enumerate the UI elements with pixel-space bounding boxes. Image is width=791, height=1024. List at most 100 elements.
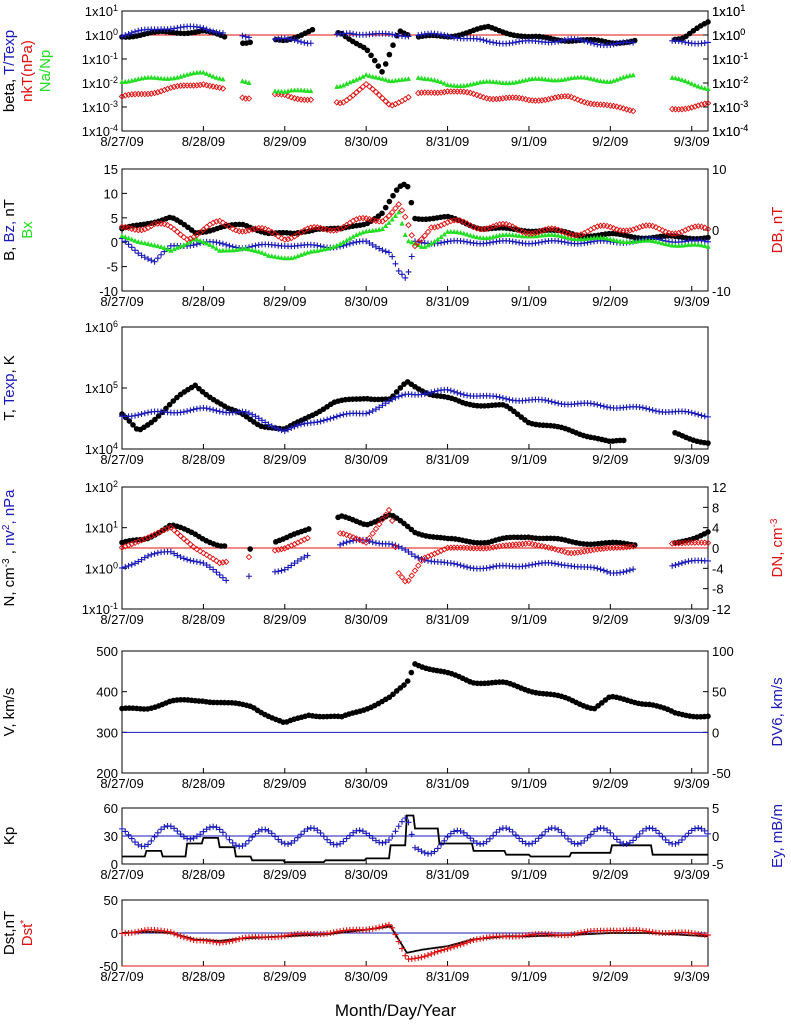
data-point <box>128 835 135 842</box>
data-point <box>132 839 139 846</box>
data-point <box>203 551 210 559</box>
data-point <box>512 39 519 46</box>
data-point <box>379 839 386 846</box>
data-point <box>434 948 441 955</box>
data-point <box>174 245 180 250</box>
data-point <box>688 827 695 834</box>
data-point <box>151 833 158 840</box>
data-point <box>398 207 406 214</box>
x-tick-label: 8/29/09 <box>263 294 306 309</box>
data-point <box>538 97 546 104</box>
data-point <box>171 246 177 252</box>
data-point <box>389 216 395 222</box>
data-point <box>343 241 350 248</box>
y-axis-label: N, cm-3 , nv2, nPa <box>1 489 19 607</box>
y-tick-label: 1x101 <box>85 3 118 19</box>
data-point <box>343 539 350 546</box>
data-point <box>428 950 435 957</box>
data-point <box>404 523 411 530</box>
data-point <box>294 37 301 44</box>
data-point <box>161 823 168 830</box>
data-point <box>327 415 334 422</box>
data-point <box>268 228 275 236</box>
data-point <box>396 209 402 215</box>
data-point <box>382 400 389 407</box>
data-point <box>633 834 640 841</box>
data-point <box>161 220 168 228</box>
y-axis-label: B, Bz, nT <box>1 199 18 261</box>
data-point <box>594 234 600 240</box>
data-point <box>421 953 428 960</box>
data-point <box>431 224 438 231</box>
data-point <box>558 37 565 44</box>
data-point <box>192 382 199 389</box>
data-point <box>675 229 682 237</box>
data-point <box>369 925 376 932</box>
data-point <box>369 407 376 414</box>
data-point <box>424 228 432 236</box>
data-point <box>603 222 611 230</box>
data-point <box>444 386 451 393</box>
data-point <box>376 924 383 931</box>
data-point <box>209 555 217 563</box>
data-point <box>597 234 604 240</box>
data-point <box>388 102 396 109</box>
data-point <box>294 557 301 564</box>
data-point <box>171 25 178 32</box>
data-point <box>216 559 223 567</box>
data-point <box>376 404 383 411</box>
data-point <box>340 82 346 88</box>
data-point <box>125 562 132 569</box>
data-point <box>601 78 607 84</box>
x-tick-label: 8/31/09 <box>426 294 469 309</box>
data-point <box>441 80 447 86</box>
x-tick-label: 8/27/09 <box>100 452 143 467</box>
data-point <box>256 248 262 254</box>
data-point <box>574 231 582 239</box>
data-point <box>402 546 409 553</box>
data-point <box>398 573 406 581</box>
data-point <box>291 423 298 430</box>
data-point <box>587 39 594 46</box>
data-point <box>389 833 396 840</box>
data-point <box>347 235 353 241</box>
data-point <box>131 539 139 547</box>
panel-N: 1x102 1x101 1x100 1x10-1 12 8 4 0 -4 -8 -12 8/27/09… <box>1 479 787 627</box>
data-point <box>180 535 188 542</box>
data-point <box>245 573 252 580</box>
data-point <box>190 543 197 551</box>
data-point <box>271 547 279 554</box>
data-point <box>245 34 252 41</box>
data-point <box>454 942 461 949</box>
data-point <box>309 26 316 33</box>
data-point <box>669 242 675 248</box>
data-point <box>705 413 711 420</box>
data-point <box>180 555 187 562</box>
data-point <box>125 541 132 549</box>
data-point <box>301 39 308 46</box>
data-point <box>356 827 363 834</box>
data-point <box>385 212 393 220</box>
data-point <box>157 87 165 95</box>
data-point <box>688 104 695 111</box>
data-point <box>197 24 204 31</box>
data-point <box>255 828 262 835</box>
series-Texp <box>119 386 711 435</box>
x-tick-label: 8/29/09 <box>263 134 306 149</box>
data-point <box>519 838 526 845</box>
data-point <box>164 246 171 252</box>
data-point <box>412 844 418 851</box>
data-point <box>515 226 523 234</box>
data-point <box>434 387 441 394</box>
data-point <box>460 218 468 226</box>
y-tick-label: 1x106 <box>85 319 118 335</box>
data-point <box>375 91 383 99</box>
data-point <box>646 237 652 243</box>
x-tick-label: 9/1/09 <box>511 612 547 627</box>
data-point <box>166 401 173 408</box>
data-point <box>132 929 139 936</box>
data-point <box>350 78 356 84</box>
data-point <box>496 543 503 550</box>
data-point <box>461 230 467 236</box>
data-point <box>685 409 692 416</box>
